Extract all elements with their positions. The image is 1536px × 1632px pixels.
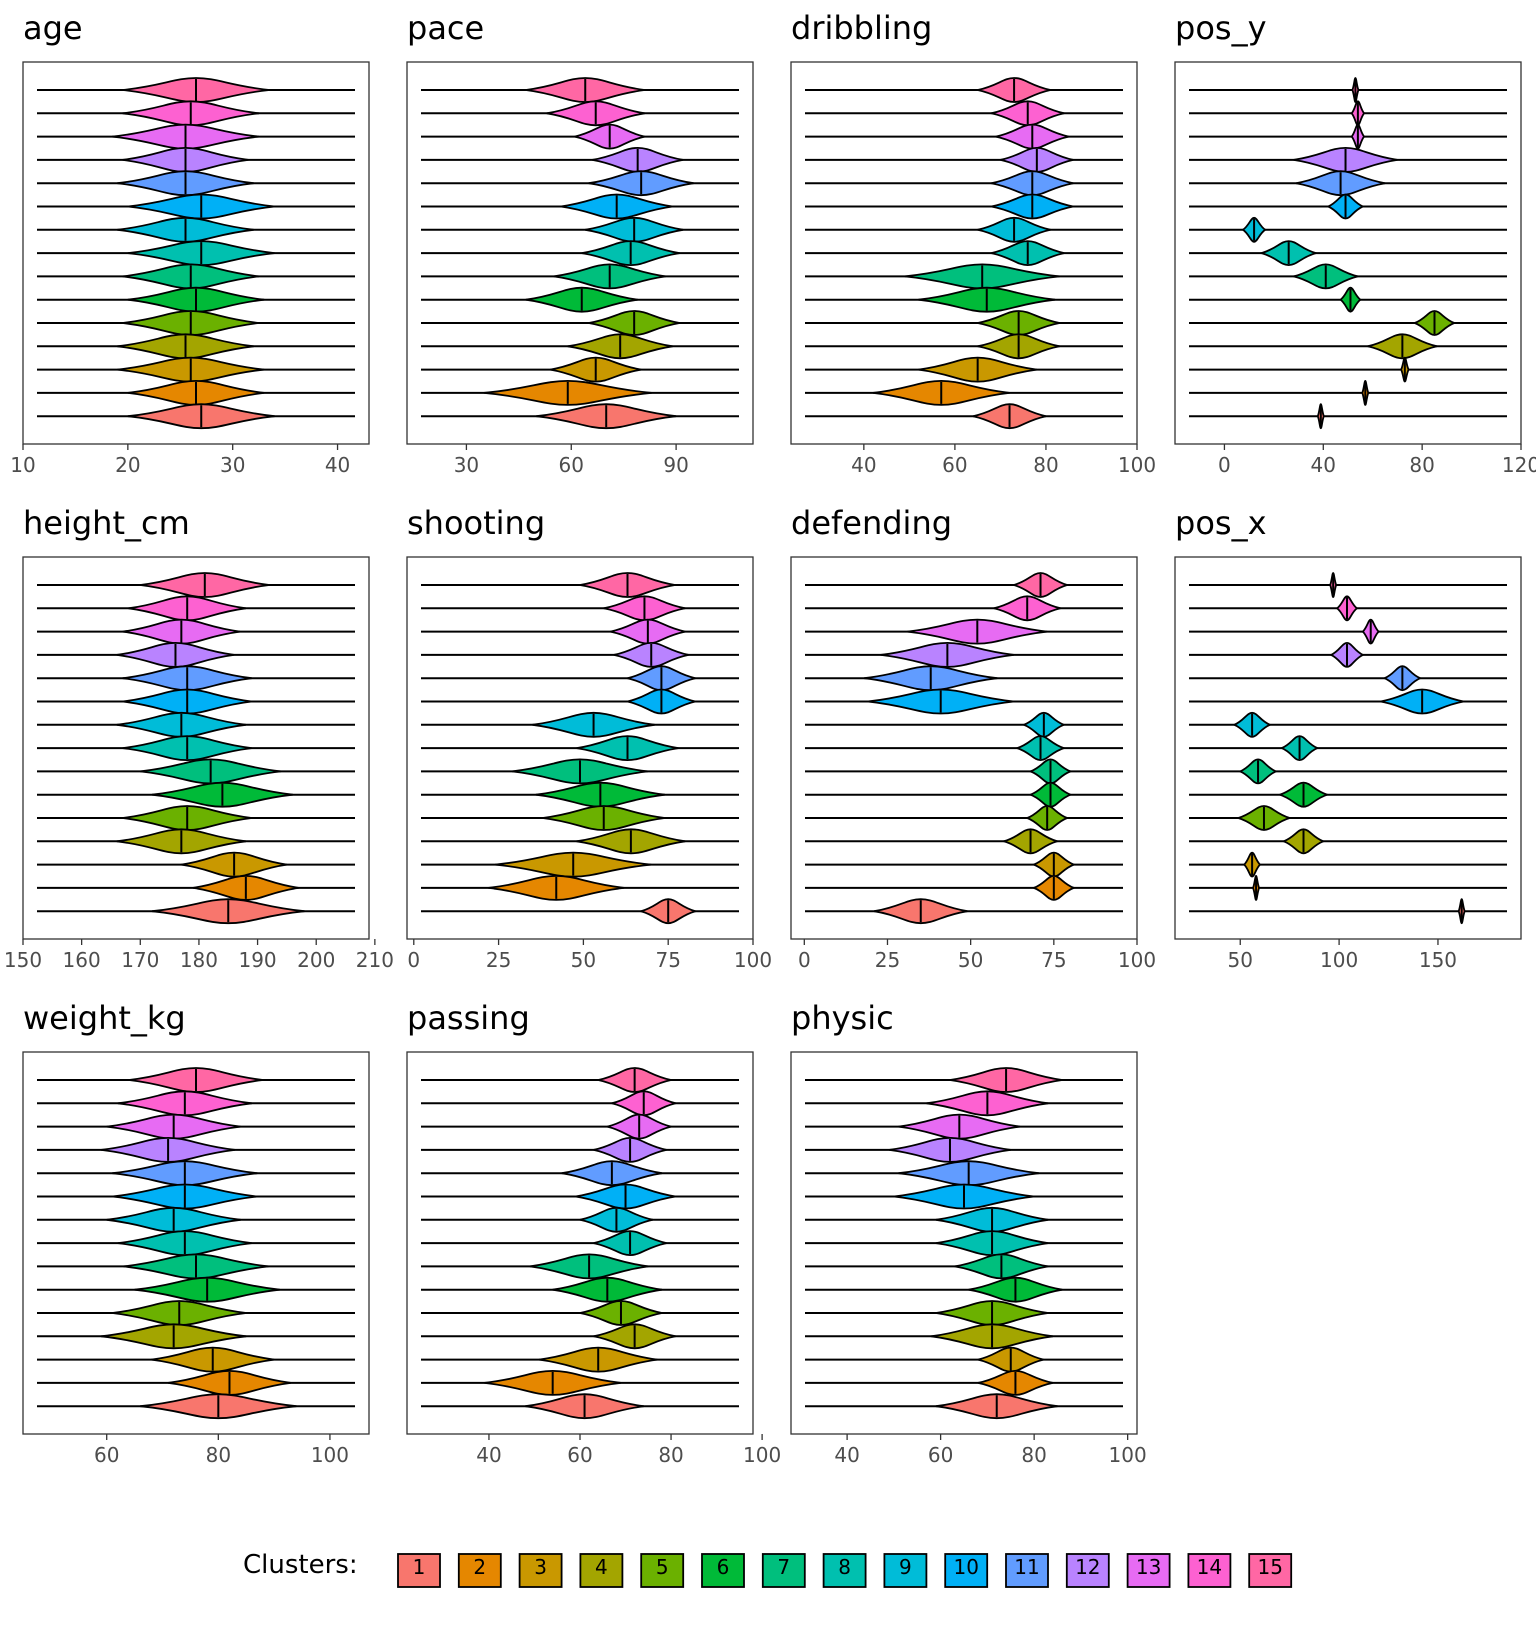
tick-label: 80 xyxy=(1409,453,1434,477)
legend-label-4: 4 xyxy=(595,1555,608,1579)
tick-label: 60 xyxy=(942,453,967,477)
tick-label: 40 xyxy=(851,453,876,477)
tick-label: 30 xyxy=(220,453,245,477)
legend-label-3: 3 xyxy=(534,1555,547,1579)
tick-label: 0 xyxy=(1218,453,1231,477)
panel-title: age xyxy=(23,9,83,47)
panel-title: shooting xyxy=(407,504,545,542)
legend-swatch-10 xyxy=(944,1553,989,1588)
panel-title: passing xyxy=(407,999,530,1037)
tick-label: 20 xyxy=(115,453,140,477)
tick-label: 25 xyxy=(875,948,900,972)
tick-label: 0 xyxy=(407,948,420,972)
tick-label: 60 xyxy=(559,453,584,477)
tick-label: 120 xyxy=(1502,453,1536,477)
legend-label-7: 7 xyxy=(777,1555,790,1579)
tick-label: 50 xyxy=(1228,948,1253,972)
tick-label: 10 xyxy=(10,453,35,477)
legend-label-15: 15 xyxy=(1257,1555,1282,1579)
panel-title: pos_x xyxy=(1175,504,1267,542)
tick-label: 90 xyxy=(663,453,688,477)
tick-label: 60 xyxy=(94,1443,119,1467)
tick-label: 100 xyxy=(1109,1443,1147,1467)
tick-label: 25 xyxy=(486,948,511,972)
tick-label: 40 xyxy=(1311,453,1336,477)
tick-label: 40 xyxy=(325,453,350,477)
legend-swatch-6 xyxy=(701,1553,745,1588)
legend-label-8: 8 xyxy=(838,1555,851,1579)
legend-label-9: 9 xyxy=(899,1555,912,1579)
tick-label: 190 xyxy=(238,948,276,972)
legend-swatch-2 xyxy=(457,1553,502,1588)
tick-label: 50 xyxy=(571,948,596,972)
legend-swatch-1 xyxy=(397,1553,441,1588)
tick-label: 75 xyxy=(1041,948,1066,972)
tick-label: 170 xyxy=(121,948,159,972)
tick-label: 100 xyxy=(743,1443,781,1467)
tick-label: 80 xyxy=(1021,1443,1046,1467)
tick-label: 160 xyxy=(63,948,101,972)
legend-title: Clusters: xyxy=(243,1550,358,1580)
legend-swatch-3 xyxy=(518,1553,563,1588)
panel-title: pos_y xyxy=(1175,9,1267,47)
tick-label: 100 xyxy=(1118,453,1156,477)
legend-label-13: 13 xyxy=(1136,1555,1161,1579)
panel-title: physic xyxy=(791,999,894,1037)
tick-label: 80 xyxy=(658,1443,683,1467)
tick-label: 60 xyxy=(928,1443,953,1467)
legend-swatch-13 xyxy=(1126,1553,1171,1588)
tick-label: 150 xyxy=(4,948,42,972)
tick-label: 30 xyxy=(454,453,479,477)
tick-label: 75 xyxy=(655,948,680,972)
legend-label-6: 6 xyxy=(717,1555,730,1579)
legend-swatch-7 xyxy=(761,1553,806,1588)
tick-label: 180 xyxy=(180,948,218,972)
legend-swatch-14 xyxy=(1187,1553,1232,1588)
tick-label: 80 xyxy=(206,1443,231,1467)
legend-swatch-4 xyxy=(579,1553,624,1588)
legend-swatch-9 xyxy=(883,1553,928,1588)
legend-swatch-12 xyxy=(1065,1553,1110,1588)
tick-label: 200 xyxy=(297,948,335,972)
legend-label-10: 10 xyxy=(953,1555,978,1579)
legend-swatch-5 xyxy=(640,1553,685,1588)
legend-label-14: 14 xyxy=(1197,1555,1222,1579)
legend-swatch-15 xyxy=(1248,1553,1293,1588)
tick-label: 150 xyxy=(1419,948,1457,972)
panel-title: weight_kg xyxy=(23,999,186,1037)
legend-label-11: 11 xyxy=(1014,1555,1039,1579)
tick-label: 100 xyxy=(1118,948,1156,972)
tick-label: 100 xyxy=(311,1443,349,1467)
tick-label: 40 xyxy=(834,1443,859,1467)
panel-title: dribbling xyxy=(791,9,932,47)
tick-label: 0 xyxy=(798,948,811,972)
legend-swatch-8 xyxy=(822,1553,867,1588)
legend-label-1: 1 xyxy=(413,1555,426,1579)
tick-label: 50 xyxy=(958,948,983,972)
tick-label: 100 xyxy=(734,948,772,972)
tick-label: 100 xyxy=(1320,948,1358,972)
legend-label-2: 2 xyxy=(473,1555,486,1579)
tick-label: 80 xyxy=(1033,453,1058,477)
legend-label-5: 5 xyxy=(656,1555,669,1579)
tick-label: 40 xyxy=(476,1443,501,1467)
legend-label-12: 12 xyxy=(1075,1555,1100,1579)
panel-title: defending xyxy=(791,504,952,542)
legend-swatch-11 xyxy=(1005,1553,1049,1588)
panel-title: pace xyxy=(407,9,484,47)
panel-title: height_cm xyxy=(23,504,190,542)
tick-label: 60 xyxy=(567,1443,592,1467)
tick-label: 210 xyxy=(356,948,394,972)
